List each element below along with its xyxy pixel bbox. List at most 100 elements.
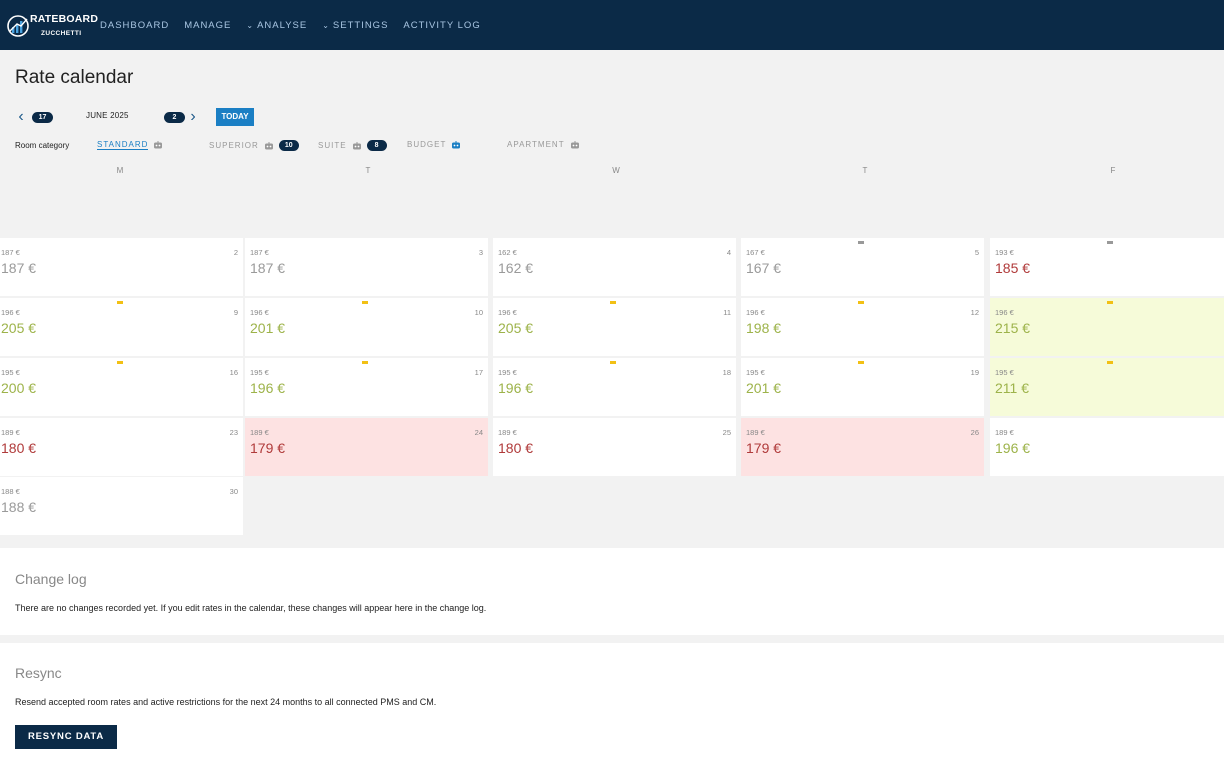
change-log-text: There are no changes recorded yet. If yo… xyxy=(15,603,487,613)
robot-icon xyxy=(570,140,579,148)
base-rate: 195 € xyxy=(250,368,269,377)
category-apartment[interactable]: APARTMENT xyxy=(507,140,580,149)
event-marker xyxy=(610,301,616,304)
resync-data-button[interactable]: RESYNC DATA xyxy=(15,725,117,749)
event-marker xyxy=(858,361,864,364)
robot-icon xyxy=(264,141,273,149)
day-number: 4 xyxy=(726,248,731,257)
calendar-day-cell[interactable]: 193 € 185 € xyxy=(990,238,1224,296)
suggested-price: 180 € xyxy=(1,440,37,456)
nav-activity-log[interactable]: ACTIVITY LOG xyxy=(403,20,480,31)
calendar-day-cell[interactable]: 189 € 24 179 € xyxy=(245,418,488,476)
calendar-day-cell[interactable]: 195 € 19 201 € xyxy=(741,358,984,416)
calendar-day-cell[interactable]: 189 € 26 179 € xyxy=(741,418,984,476)
today-button[interactable]: TODAY xyxy=(216,108,254,126)
suggested-price: 201 € xyxy=(250,320,286,336)
change-log-title: Change log xyxy=(15,571,87,587)
weekday-thursday: T xyxy=(862,166,868,175)
event-marker xyxy=(858,301,864,304)
day-number: 9 xyxy=(233,308,238,317)
calendar-day-cell[interactable]: 195 € 17 196 € xyxy=(245,358,488,416)
calendar-day-cell[interactable]: 188 € 30 188 € xyxy=(0,477,243,535)
brand-sub: ZUCCHETTI xyxy=(41,30,82,37)
event-marker xyxy=(117,361,123,364)
base-rate: 196 € xyxy=(250,308,269,317)
event-marker xyxy=(362,361,368,364)
nav-dashboard[interactable]: DASHBOARD xyxy=(100,20,169,31)
calendar-day-cell[interactable]: 162 € 4 162 € xyxy=(493,238,736,296)
calendar-day-cell[interactable]: 167 € 5 167 € xyxy=(741,238,984,296)
month-navigation: ‹ 17 JUNE 2025 2 › TODAY xyxy=(15,108,275,126)
weekday-wednesday: W xyxy=(612,166,620,175)
suggested-price: 196 € xyxy=(995,440,1031,456)
nav-activity-log-label: ACTIVITY LOG xyxy=(403,19,481,31)
category-superior-label: SUPERIOR xyxy=(209,141,259,150)
calendar-day-cell[interactable]: 196 € 9 205 € xyxy=(0,298,243,356)
category-superior-count: 10 xyxy=(278,140,299,151)
calendar-day-cell[interactable]: 189 € 25 180 € xyxy=(493,418,736,476)
event-marker xyxy=(610,361,616,364)
suggested-price: 196 € xyxy=(498,380,534,396)
calendar-day-cell[interactable]: 195 € 211 € xyxy=(990,358,1224,416)
event-marker xyxy=(1107,361,1113,364)
base-rate: 189 € xyxy=(995,428,1014,437)
next-month-icon[interactable]: › xyxy=(190,108,196,125)
calendar-day-cell[interactable]: 196 € 10 201 € xyxy=(245,298,488,356)
base-rate: 195 € xyxy=(746,368,765,377)
resync-text: Resend accepted room rates and active re… xyxy=(15,697,437,707)
chevron-down-icon: ⌄ xyxy=(246,20,255,30)
calendar-day-cell[interactable]: 189 € 23 180 € xyxy=(0,418,243,476)
nav-settings-label: SETTINGS xyxy=(332,19,389,31)
suggested-price: 198 € xyxy=(746,320,782,336)
base-rate: 167 € xyxy=(746,248,765,257)
suggested-price: 179 € xyxy=(250,440,286,456)
calendar-day-cell[interactable]: 196 € 11 205 € xyxy=(493,298,736,356)
base-rate: 195 € xyxy=(498,368,517,377)
calendar-day-cell[interactable]: 195 € 18 196 € xyxy=(493,358,736,416)
suggested-price: 179 € xyxy=(746,440,782,456)
top-navbar: RATEBOARD ZUCCHETTI DASHBOARD MANAGE ⌄ AN… xyxy=(0,0,1224,50)
rateboard-logo-icon xyxy=(7,15,29,37)
base-rate: 193 € xyxy=(995,248,1014,257)
category-superior[interactable]: SUPERIOR 10 xyxy=(209,140,299,151)
robot-icon xyxy=(452,140,461,148)
day-number: 30 xyxy=(229,487,238,496)
day-number: 23 xyxy=(229,428,238,437)
base-rate: 195 € xyxy=(1,368,20,377)
day-number: 26 xyxy=(970,428,979,437)
day-number: 12 xyxy=(970,308,979,317)
event-marker xyxy=(117,301,123,304)
suggested-price: 187 € xyxy=(1,260,37,276)
suggested-price: 162 € xyxy=(498,260,534,276)
calendar-day-cell[interactable]: 196 € 12 198 € xyxy=(741,298,984,356)
event-marker xyxy=(1107,301,1113,304)
base-rate: 189 € xyxy=(746,428,765,437)
nav-analyse-label: ANALYSE xyxy=(257,19,308,31)
nav-settings[interactable]: ⌄ SETTINGS xyxy=(322,20,388,31)
calendar-day-cell[interactable]: 187 € 2 187 € xyxy=(0,238,243,296)
base-rate: 196 € xyxy=(746,308,765,317)
base-rate: 189 € xyxy=(498,428,517,437)
prev-month-icon[interactable]: ‹ xyxy=(18,108,24,125)
category-suite-label: SUITE xyxy=(318,141,347,150)
event-marker xyxy=(362,301,368,304)
nav-analyse[interactable]: ⌄ ANALYSE xyxy=(246,20,307,31)
suggested-price: 215 € xyxy=(995,320,1031,336)
next-month-count: 2 xyxy=(164,112,185,123)
base-rate: 196 € xyxy=(1,308,20,317)
calendar-day-cell[interactable]: 187 € 3 187 € xyxy=(245,238,488,296)
suggested-price: 201 € xyxy=(746,380,782,396)
base-rate: 189 € xyxy=(250,428,269,437)
calendar-day-cell[interactable]: 189 € 196 € xyxy=(990,418,1224,476)
category-standard[interactable]: STANDARD xyxy=(97,140,163,150)
category-standard-label: STANDARD xyxy=(97,140,149,150)
nav-manage[interactable]: MANAGE xyxy=(184,20,231,31)
category-budget[interactable]: BUDGET xyxy=(407,140,461,149)
base-rate: 187 € xyxy=(250,248,269,257)
rateboard-logo[interactable]: RATEBOARD ZUCCHETTI xyxy=(6,8,98,40)
category-suite[interactable]: SUITE 8 xyxy=(318,140,387,151)
calendar-day-cell[interactable]: 196 € 215 € xyxy=(990,298,1224,356)
change-log-section: Change log There are no changes recorded… xyxy=(0,548,1224,635)
base-rate: 189 € xyxy=(1,428,20,437)
calendar-day-cell[interactable]: 195 € 16 200 € xyxy=(0,358,243,416)
